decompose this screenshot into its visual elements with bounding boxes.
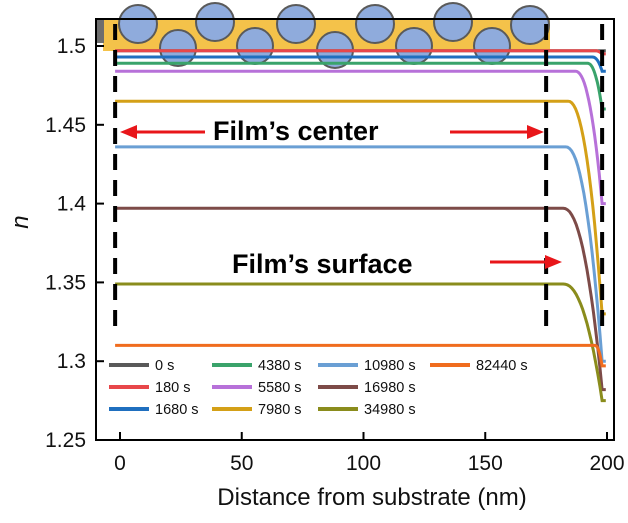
y-axis-title: n	[7, 215, 34, 228]
legend-label-1: 180 s	[155, 380, 190, 396]
series-line-2	[115, 55, 606, 73]
film-center-label: Film’s center	[213, 116, 379, 146]
series-line-3	[115, 61, 606, 111]
series-layer	[115, 49, 606, 403]
series-line-9	[115, 343, 606, 368]
legend-label-3: 4380 s	[258, 358, 302, 374]
x-tick-label-1: 50	[230, 452, 253, 475]
legend-label-5: 7980 s	[258, 402, 302, 418]
series-line-7	[115, 206, 606, 392]
y-tick-label-2: 1.35	[45, 271, 86, 294]
series-line-4	[115, 69, 606, 206]
y-tick-label-1: 1.3	[57, 350, 86, 373]
x-tick-label-4: 200	[589, 452, 624, 475]
legend-label-4: 5580 s	[258, 380, 302, 396]
legend-label-8: 34980 s	[364, 402, 416, 418]
series-line-5	[115, 99, 606, 316]
plot-frame	[95, 18, 615, 441]
legend: 0 s 180 s 1680 s 4380 s 5580 s 7980 s 10980 s 1…	[109, 358, 528, 418]
film-surface-label: Film’s surface	[232, 249, 413, 279]
y-tick-label-4: 1.45	[45, 114, 86, 137]
y-tick-label-5: 1.5	[57, 35, 86, 58]
legend-label-6: 10980 s	[364, 358, 416, 374]
legend-label-0: 0 s	[155, 358, 174, 374]
axis-ticks: 0 50 100 150 200 1.25 1.3 1.35 1.4 1.45 1.5	[45, 35, 624, 475]
legend-label-7: 16980 s	[364, 380, 416, 396]
x-tick-label-0: 0	[114, 452, 126, 475]
series-line-6	[115, 145, 606, 363]
legend-label-9: 82440 s	[476, 358, 528, 374]
y-tick-label-0: 1.25	[45, 429, 86, 452]
center-arrows	[120, 125, 544, 139]
surface-arrow	[490, 255, 562, 269]
x-tick-label-2: 100	[346, 452, 381, 475]
x-tick-label-3: 150	[468, 452, 503, 475]
particle-inset-image	[96, 2, 550, 69]
series-line-8	[115, 282, 606, 403]
y-tick-label-3: 1.4	[57, 193, 87, 216]
x-axis-title: Distance from substrate (nm)	[217, 484, 526, 511]
legend-label-2: 1680 s	[155, 402, 199, 418]
